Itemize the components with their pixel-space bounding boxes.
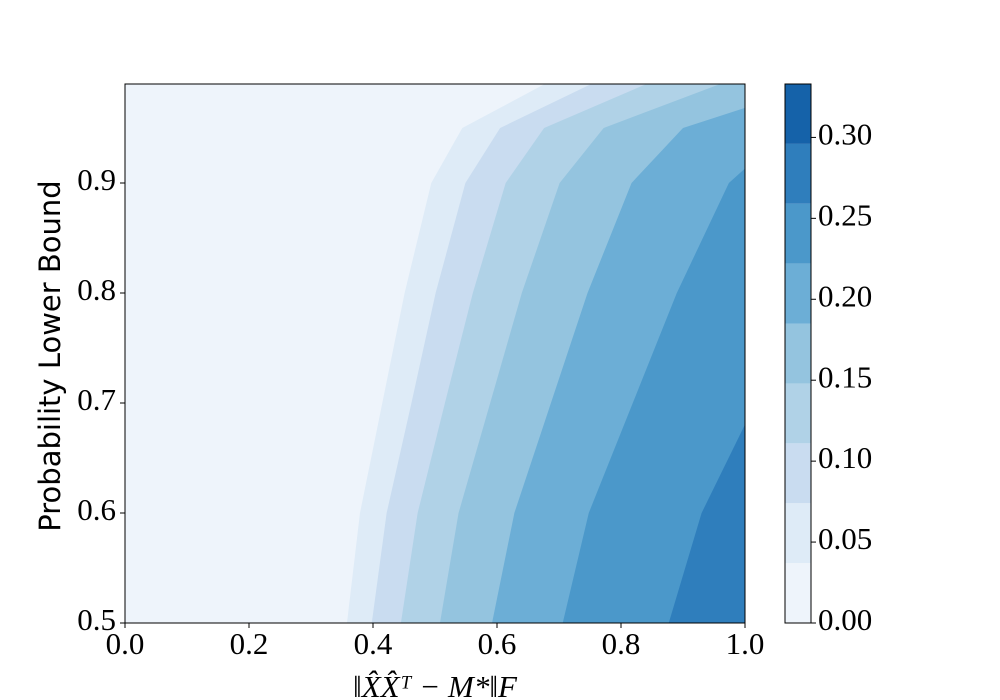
colorbar-tick-label: 0.05 (818, 521, 872, 556)
colorbar-tick-label: 0.30 (818, 117, 872, 152)
x-tick-label: 0.4 (354, 626, 393, 661)
colorbar-band (785, 263, 811, 324)
y-axis-label: Probability Lower Bound (33, 180, 67, 531)
x-tick-label: 0.8 (602, 626, 641, 661)
contour-band (668, 424, 745, 623)
y-tick-label: 0.6 (77, 492, 116, 527)
colorbar-tick-label: 0.25 (818, 197, 872, 232)
colorbar-tick-label: 0.20 (818, 278, 872, 313)
colorbar-band (785, 383, 811, 444)
colorbar-band (785, 203, 811, 264)
colorbar-tick-label: 0.00 (818, 602, 872, 637)
plot-frame (124, 83, 746, 624)
y-tick-label: 0.9 (77, 162, 116, 197)
y-tick-label: 0.7 (77, 382, 116, 417)
colorbar-band (785, 443, 811, 504)
colorbar-frame (784, 83, 812, 624)
y-tick-label: 0.5 (77, 602, 116, 637)
colorbar-band (785, 84, 811, 144)
colorbar-tick-label: 0.15 (818, 359, 872, 394)
y-tick-label: 0.8 (77, 272, 116, 307)
x-tick-label: 1.0 (726, 626, 765, 661)
x-axis-label: ‖X̂X̂ᵀ − M*‖F (353, 669, 518, 700)
x-tick-label: 0.0 (106, 626, 145, 661)
colorbar-band (785, 503, 811, 564)
x-tick-label: 0.2 (230, 626, 269, 661)
colorbar: 0.00 0.05 0.10 0.15 0.20 0.25 0.30 (784, 83, 872, 637)
colorbar-band (785, 323, 811, 384)
plot-area (125, 84, 745, 623)
x-tick-label: 0.6 (478, 626, 517, 661)
colorbar-band (785, 143, 811, 204)
colorbar-band (785, 563, 811, 623)
contour-band (562, 168, 745, 623)
colorbar-tick-label: 0.10 (818, 440, 872, 475)
